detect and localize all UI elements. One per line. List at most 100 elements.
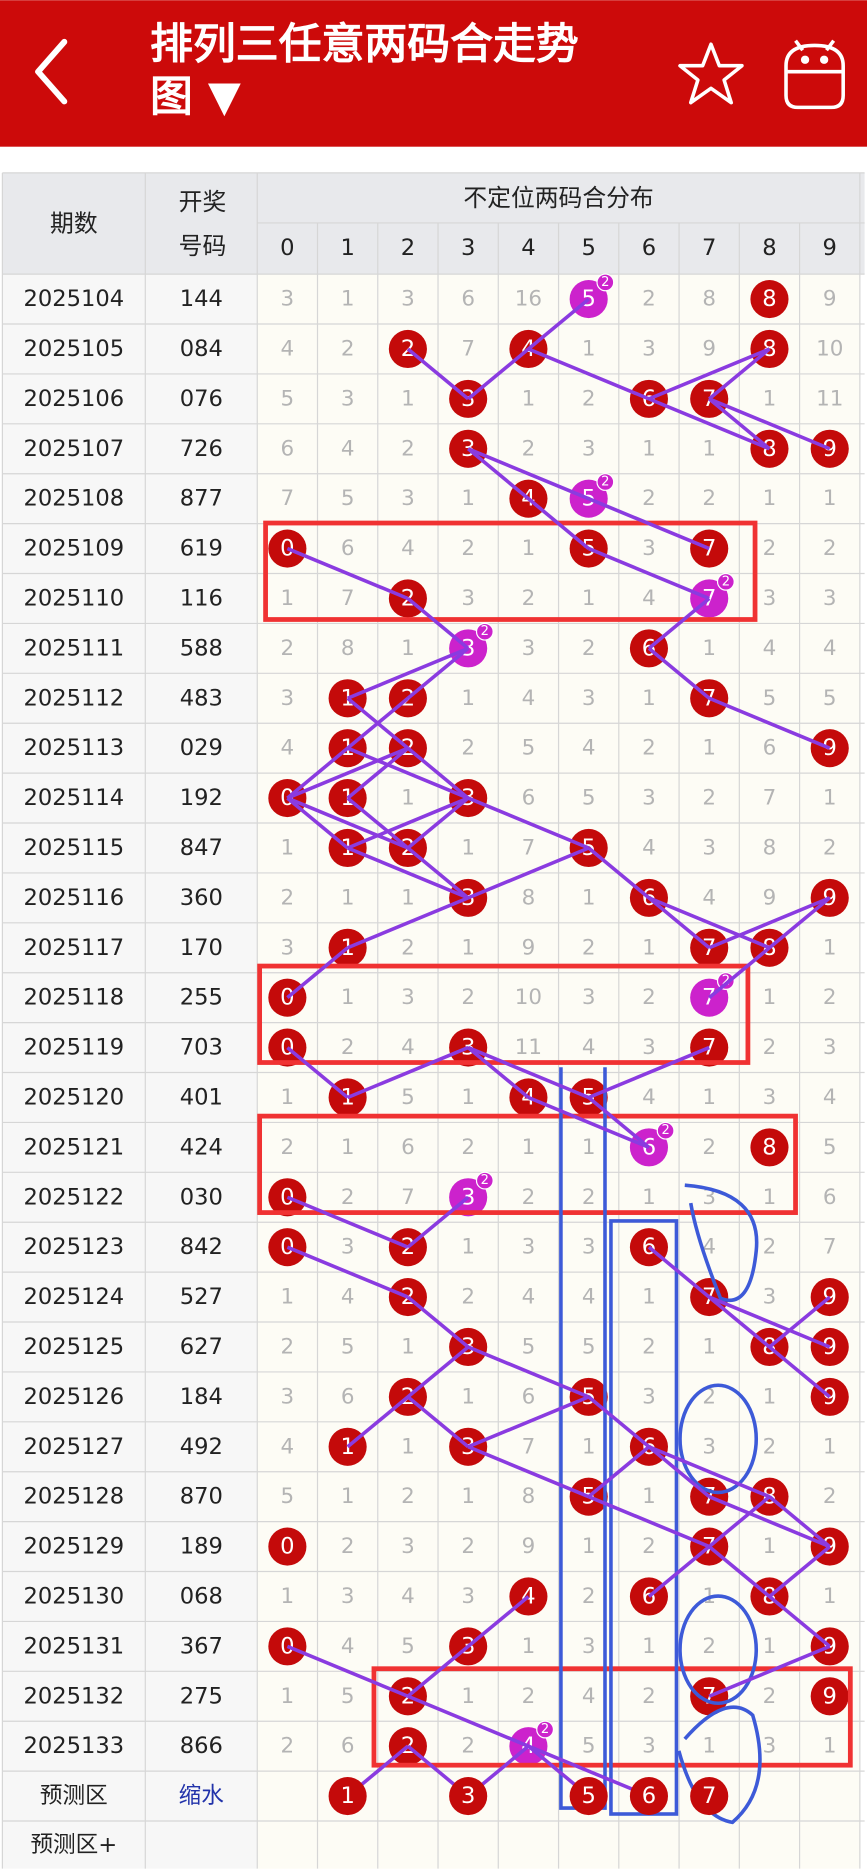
trend-line xyxy=(648,347,771,401)
draw-number: 189 xyxy=(180,1534,223,1560)
miss-count: 2 xyxy=(341,1534,355,1559)
draw-number: 424 xyxy=(180,1134,223,1160)
trend-line xyxy=(286,746,409,800)
hit xyxy=(810,1677,849,1716)
badge xyxy=(716,572,735,591)
miss-count: 2 xyxy=(401,935,415,960)
hit-number: 2 xyxy=(401,336,415,362)
miss-count: 2 xyxy=(281,885,295,910)
red-box xyxy=(257,1113,798,1215)
trend-line xyxy=(648,397,771,451)
miss-count: 2 xyxy=(401,436,415,461)
draw-number: 360 xyxy=(180,885,223,911)
miss-count: 2 xyxy=(642,1684,656,1709)
robot-button[interactable] xyxy=(784,39,845,110)
miss-count: 2 xyxy=(582,636,596,661)
trend-line xyxy=(708,1545,771,1598)
miss-count: 9 xyxy=(702,336,716,361)
miss-count: 4 xyxy=(281,736,295,761)
miss-count: 9 xyxy=(522,1534,536,1559)
miss-count: 1 xyxy=(461,686,475,711)
miss-count: 1 xyxy=(401,786,415,811)
miss-count: 3 xyxy=(401,1534,415,1559)
badge-text: 2 xyxy=(481,1173,489,1188)
miss-count: 1 xyxy=(341,1135,355,1160)
period: 2025124 xyxy=(23,1284,124,1310)
number-header-box: 开奖号码 xyxy=(179,187,227,260)
trend-line xyxy=(286,1046,349,1099)
miss-count: 9 xyxy=(763,885,777,910)
miss-count: 2 xyxy=(461,1135,475,1160)
badge-text: 2 xyxy=(722,574,730,589)
miss-count: 7 xyxy=(401,1185,415,1210)
hit-number: 5 xyxy=(581,1783,595,1809)
miss-count: 3 xyxy=(642,786,656,811)
trend-line xyxy=(286,796,409,850)
miss-count: 10 xyxy=(816,336,843,361)
blue-mark xyxy=(684,1183,759,1303)
miss-count: 5 xyxy=(281,386,295,411)
miss-count: 1 xyxy=(642,686,656,711)
period: 2025111 xyxy=(23,635,124,661)
period: 2025129 xyxy=(23,1534,124,1560)
miss-count: 3 xyxy=(281,935,295,960)
draw-number: 870 xyxy=(180,1484,223,1510)
hit xyxy=(750,280,789,319)
back-button[interactable] xyxy=(35,38,68,105)
miss-count: 1 xyxy=(522,536,536,561)
app-bar xyxy=(0,0,867,147)
miss-count: 3 xyxy=(401,486,415,511)
miss-count: 3 xyxy=(582,985,596,1010)
miss-count: 5 xyxy=(582,786,596,811)
digit-header: 5 xyxy=(581,235,595,261)
trend-line xyxy=(286,546,409,601)
miss-count: 1 xyxy=(341,985,355,1010)
miss-count: 2 xyxy=(281,1135,295,1160)
trend-line xyxy=(527,347,650,401)
miss-count: 2 xyxy=(582,1584,596,1609)
trend-line xyxy=(527,1744,650,1798)
miss-count: 3 xyxy=(702,1434,716,1459)
draw-number: 726 xyxy=(180,436,223,462)
miss-count: 3 xyxy=(642,536,656,561)
trend-line xyxy=(708,397,771,451)
hit-number: 6 xyxy=(642,1783,656,1809)
miss-count: 1 xyxy=(281,1584,295,1609)
hit-number: 0 xyxy=(280,1184,294,1210)
hit-number: 9 xyxy=(823,1284,837,1310)
hit-number: 0 xyxy=(280,1633,294,1659)
trend-line xyxy=(406,846,470,900)
period: 2025125 xyxy=(23,1334,124,1360)
miss-count: 1 xyxy=(281,835,295,860)
hit-number: 4 xyxy=(521,1583,535,1609)
draw-number: 144 xyxy=(180,286,223,312)
hit xyxy=(690,1777,729,1816)
miss-count: 2 xyxy=(341,336,355,361)
miss-count: 2 xyxy=(401,1484,415,1509)
badge xyxy=(656,1121,675,1140)
miss-count: 1 xyxy=(823,786,837,811)
title-box[interactable]: 排列三任意两码合走势图 ▼ xyxy=(150,19,626,138)
draw-number: 401 xyxy=(180,1084,223,1110)
hit-number: 0 xyxy=(280,1534,294,1560)
trend-line xyxy=(467,1445,590,1499)
trend-line xyxy=(587,846,651,900)
miss-count: 2 xyxy=(341,1035,355,1060)
draw-number: 483 xyxy=(180,685,223,711)
trend-line xyxy=(708,1295,831,1349)
title[interactable]: 排列三任意两码合走势图 ▼ xyxy=(150,20,579,122)
miss-count: 1 xyxy=(582,1135,596,1160)
miss-count: 5 xyxy=(341,486,355,511)
period: 2025114 xyxy=(23,785,124,811)
trend-line xyxy=(527,497,590,550)
miss-count: 5 xyxy=(823,686,837,711)
miss-count: 2 xyxy=(642,486,656,511)
miss-count: 8 xyxy=(341,636,355,661)
period: 2025113 xyxy=(23,735,124,761)
hit xyxy=(629,1777,668,1816)
miss-count: 2 xyxy=(281,636,295,661)
miss-count: 2 xyxy=(702,1634,716,1659)
hit xyxy=(449,1777,488,1816)
favorite-button[interactable] xyxy=(678,42,744,105)
miss-count: 2 xyxy=(823,835,837,860)
